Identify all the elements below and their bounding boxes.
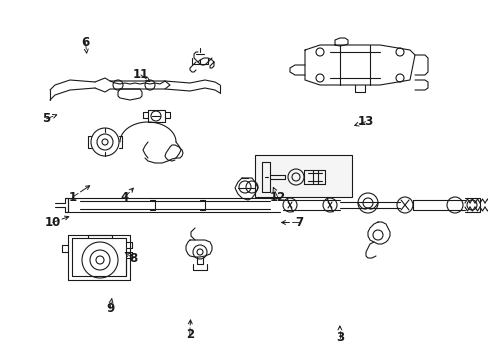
Text: 7: 7	[295, 216, 303, 229]
Text: 2: 2	[185, 328, 193, 341]
Text: 13: 13	[357, 115, 373, 128]
Text: 10: 10	[44, 216, 61, 229]
Text: 3: 3	[335, 331, 343, 344]
Text: 4: 4	[121, 191, 128, 204]
Bar	[254, 155, 351, 197]
Text: 12: 12	[269, 191, 285, 204]
Text: 5: 5	[42, 112, 50, 125]
Text: 8: 8	[129, 252, 137, 265]
Text: 1: 1	[68, 191, 76, 204]
Text: 11: 11	[132, 68, 149, 81]
Text: 6: 6	[81, 36, 89, 49]
Text: 9: 9	[106, 302, 114, 315]
